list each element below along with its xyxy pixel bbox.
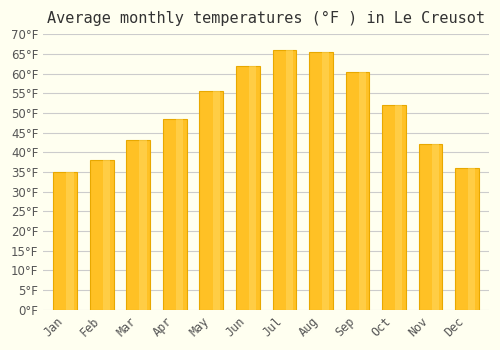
Bar — [249, 66, 256, 310]
Bar — [272, 50, 296, 310]
Bar — [236, 66, 260, 310]
Bar — [455, 168, 479, 310]
Bar — [322, 52, 329, 310]
Bar — [126, 140, 150, 310]
Bar — [432, 145, 439, 310]
Bar — [395, 105, 402, 310]
Bar — [286, 50, 292, 310]
Bar — [163, 119, 186, 310]
Title: Average monthly temperatures (°F ) in Le Creusot: Average monthly temperatures (°F ) in Le… — [47, 11, 485, 26]
Bar — [358, 72, 366, 310]
Bar — [418, 145, 442, 310]
Bar — [176, 119, 183, 310]
Bar — [90, 160, 114, 310]
Bar — [309, 52, 333, 310]
Bar — [66, 172, 73, 310]
Bar — [382, 105, 406, 310]
Bar — [200, 91, 223, 310]
Bar — [212, 91, 220, 310]
Bar — [103, 160, 110, 310]
Bar — [54, 172, 77, 310]
Bar — [346, 72, 370, 310]
Bar — [468, 168, 475, 310]
Bar — [140, 140, 146, 310]
